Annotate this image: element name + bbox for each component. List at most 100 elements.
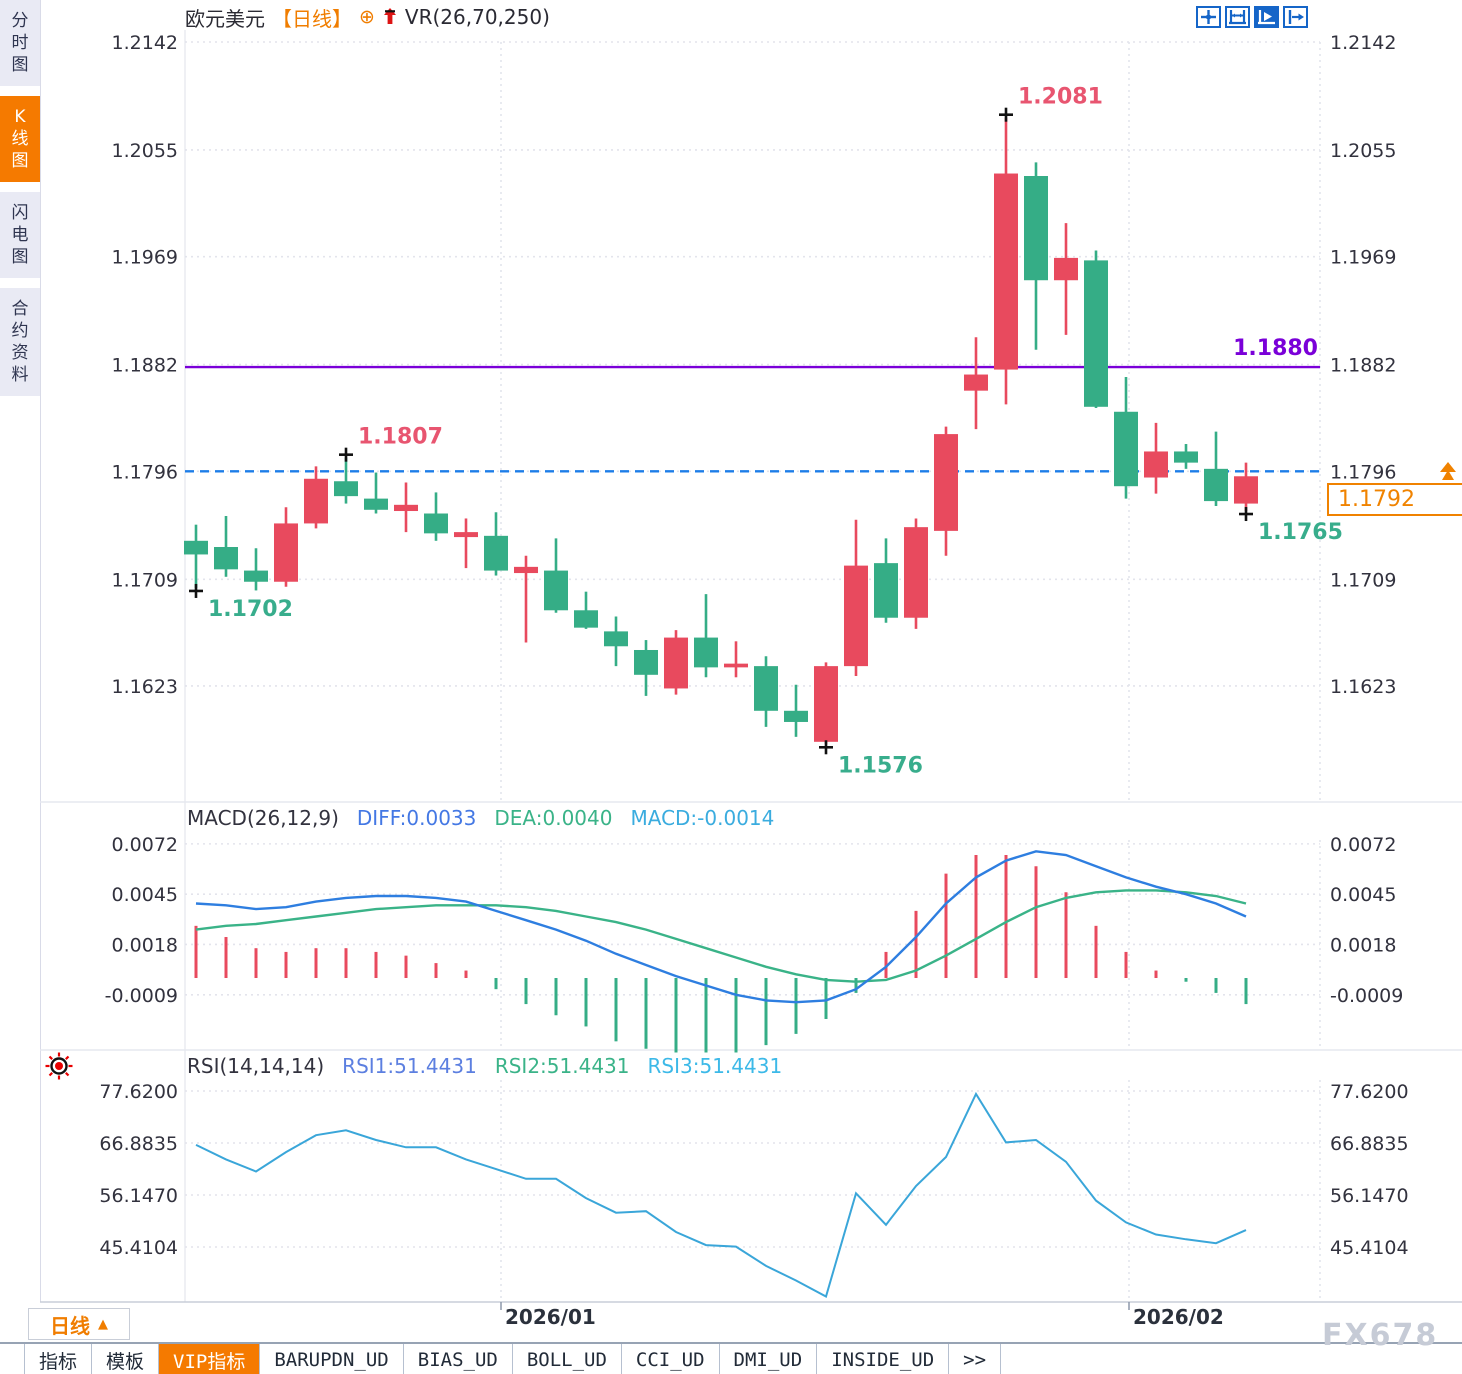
- candle-body: [214, 547, 238, 570]
- rsi-header: RSI(14,14,14) RSI1:51.4431 RSI2:51.4431 RSI…: [187, 1054, 782, 1078]
- candle-body: [424, 513, 448, 534]
- main-y-label-left: 1.2142: [112, 32, 178, 54]
- bottom-tab-0[interactable]: 指标: [24, 1344, 93, 1374]
- rsi-y-label-left: 77.6200: [99, 1081, 178, 1103]
- candle-body: [754, 666, 778, 711]
- main-y-label-right: 1.1969: [1330, 247, 1396, 269]
- price-annotation: 1.1807: [358, 425, 443, 450]
- candle-body: [634, 649, 658, 675]
- bottom-tab-3[interactable]: BARUPDN_UD: [260, 1344, 404, 1374]
- macd-header-segment-0: MACD(26,12,9): [187, 806, 339, 830]
- candle-body: [724, 663, 748, 668]
- main-y-label-left: 1.1882: [112, 355, 178, 377]
- auto-scale-icon[interactable]: [1254, 6, 1279, 28]
- purple-line-label: 1.1880: [1233, 336, 1318, 361]
- period-label: 日线: [50, 1313, 90, 1338]
- main-y-label-left: 1.2055: [112, 140, 178, 162]
- candle-body: [574, 610, 598, 628]
- x-axis-label-1: 2026/02: [1133, 1305, 1224, 1329]
- main-y-label-right: 1.1882: [1330, 355, 1396, 377]
- price-annotation: 1.1576: [838, 753, 923, 778]
- candle-body: [1024, 176, 1048, 281]
- bottom-tab-4[interactable]: BIAS_UD: [404, 1344, 513, 1374]
- main-y-label-left: 1.1969: [112, 247, 178, 269]
- pan-crosshair-icon[interactable]: [1196, 6, 1221, 28]
- macd-header: MACD(26,12,9) DIFF:0.0033 DEA:0.0040 MACD:-…: [187, 806, 774, 830]
- rsi-y-label-left: 45.4104: [99, 1237, 178, 1259]
- chart-toolbar: [1196, 6, 1308, 28]
- candle-body: [484, 535, 508, 571]
- diff-line: [195, 850, 1247, 1004]
- macd-y-label-right: 0.0045: [1330, 884, 1396, 906]
- macd-y-label-left: 0.0072: [112, 834, 178, 856]
- bottom-tab-5[interactable]: BOLL_UD: [513, 1344, 622, 1374]
- bottom-tab-1[interactable]: 模板: [92, 1344, 160, 1374]
- sidebar-tab-2[interactable]: 闪电图: [0, 192, 40, 278]
- candle-body: [1174, 451, 1198, 463]
- candle-body: [844, 565, 868, 667]
- main-y-label-right: 1.1796: [1330, 461, 1396, 483]
- rsi-y-label-left: 66.8835: [99, 1133, 178, 1155]
- candle-body: [184, 540, 208, 555]
- last-price-arrow-icon: [1440, 462, 1456, 472]
- circle-plus-icon[interactable]: ⊕: [359, 5, 375, 28]
- period-dropdown-button[interactable]: 日线 ▲: [28, 1308, 130, 1340]
- candle-body: [274, 523, 298, 582]
- candle-body: [1234, 476, 1258, 504]
- candle-body: [694, 637, 718, 668]
- candle-body: [874, 563, 898, 618]
- candle-body: [814, 666, 838, 742]
- rsi-header-segment-1: RSI1:51.4431: [342, 1054, 477, 1078]
- rsi-y-label-right: 45.4104: [1330, 1237, 1409, 1259]
- candle-body: [514, 566, 538, 574]
- candle-body: [1084, 260, 1108, 407]
- bottom-tab-2[interactable]: VIP指标: [159, 1344, 261, 1374]
- x-axis-label-0: 2026/01: [505, 1305, 596, 1329]
- alert-dot-icon[interactable]: [44, 1051, 74, 1081]
- candle-body: [964, 374, 988, 391]
- macd-y-label-left: -0.0009: [105, 985, 178, 1007]
- macd-y-label-left: 0.0045: [112, 884, 178, 906]
- indicator-title: VR(26,70,250): [404, 5, 550, 29]
- candle-body: [1054, 257, 1078, 281]
- macd-header-segment-1: DIFF:0.0033: [356, 806, 477, 830]
- candle-body: [994, 173, 1018, 370]
- sidebar-tab-0[interactable]: 分时图: [0, 0, 40, 86]
- main-y-label-right: 1.1623: [1330, 676, 1396, 698]
- macd-y-label-right: 0.0072: [1330, 834, 1396, 856]
- dea-line: [195, 889, 1247, 983]
- scale-horizontal-icon[interactable]: [1225, 6, 1250, 28]
- red-up-arrow-icon: [383, 8, 396, 24]
- rsi-y-label-left: 56.1470: [99, 1185, 178, 1207]
- candle-body: [304, 478, 328, 524]
- shift-right-icon[interactable]: [1283, 6, 1308, 28]
- main-y-label-left: 1.1709: [112, 569, 178, 591]
- rsi-y-label-right: 77.6200: [1330, 1081, 1409, 1103]
- rsi-header-segment-3: RSI3:51.4431: [647, 1054, 783, 1078]
- main-y-label-right: 1.2055: [1330, 140, 1396, 162]
- price-annotation: 1.1702: [208, 597, 293, 622]
- candle-body: [244, 570, 268, 582]
- main-y-label-right: 1.2142: [1330, 32, 1396, 54]
- last-price-arrow-icon: [1442, 470, 1454, 480]
- candle-body: [1144, 451, 1168, 478]
- macd-header-segment-3: MACD:-0.0014: [630, 806, 775, 830]
- last-price-box: 1.1792: [1327, 483, 1462, 516]
- bottom-tab-8[interactable]: INSIDE_UD: [817, 1344, 950, 1374]
- triangle-up-icon: ▲: [98, 1316, 108, 1332]
- period-tag[interactable]: 【日线】: [272, 6, 352, 31]
- chart-title-bar: 欧元美元 【日线】 ⊕ VR(26,70,250): [185, 4, 550, 31]
- bottom-tab-6[interactable]: CCI_UD: [622, 1344, 720, 1374]
- candle-body: [604, 631, 628, 647]
- bottom-tab-7[interactable]: DMI_UD: [720, 1344, 818, 1374]
- main-y-label-left: 1.1796: [112, 461, 178, 483]
- bottom-tab-9[interactable]: >>: [949, 1344, 1002, 1374]
- sidebar-tab-3[interactable]: 合约资料: [0, 288, 40, 396]
- symbol-title: 欧元美元: [185, 6, 265, 31]
- candle-body: [1114, 411, 1138, 487]
- candle-body: [934, 434, 958, 531]
- main-y-label-left: 1.1623: [112, 676, 178, 698]
